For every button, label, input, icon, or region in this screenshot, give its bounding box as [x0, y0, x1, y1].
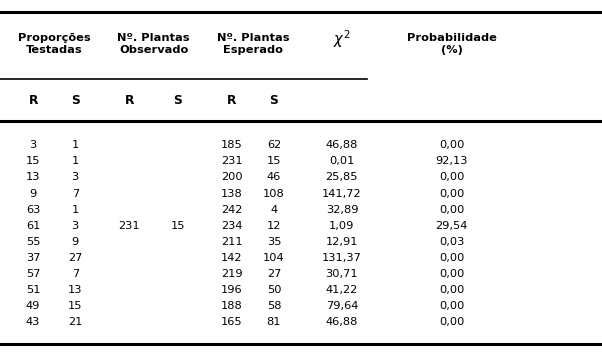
- Text: 57: 57: [26, 269, 40, 279]
- Text: 51: 51: [26, 285, 40, 295]
- Text: 12: 12: [267, 221, 281, 231]
- Text: Proporções
Testadas: Proporções Testadas: [18, 33, 90, 55]
- Text: 35: 35: [267, 237, 281, 247]
- Text: 15: 15: [26, 156, 40, 166]
- Text: 0,00: 0,00: [439, 189, 464, 199]
- Text: 12,91: 12,91: [326, 237, 358, 247]
- Text: 0,00: 0,00: [439, 285, 464, 295]
- Text: 108: 108: [263, 189, 285, 199]
- Text: 185: 185: [221, 140, 243, 150]
- Text: R: R: [28, 94, 38, 107]
- Text: Nº. Plantas
Observado: Nº. Plantas Observado: [117, 33, 190, 55]
- Text: 27: 27: [68, 253, 82, 263]
- Text: 0,00: 0,00: [439, 172, 464, 182]
- Text: 7: 7: [72, 269, 79, 279]
- Text: 43: 43: [26, 317, 40, 327]
- Text: S: S: [71, 94, 79, 107]
- Text: 196: 196: [221, 285, 243, 295]
- Text: 242: 242: [221, 205, 243, 215]
- Text: 29,54: 29,54: [435, 221, 468, 231]
- Text: R: R: [227, 94, 237, 107]
- Text: 50: 50: [267, 285, 281, 295]
- Text: 219: 219: [221, 269, 243, 279]
- Text: 211: 211: [221, 237, 243, 247]
- Text: 15: 15: [170, 221, 185, 231]
- Text: 104: 104: [263, 253, 285, 263]
- Text: Nº. Plantas
Esperado: Nº. Plantas Esperado: [217, 33, 289, 55]
- Text: 1: 1: [72, 205, 79, 215]
- Text: 1: 1: [72, 140, 79, 150]
- Text: 46: 46: [267, 172, 281, 182]
- Text: 32,89: 32,89: [326, 205, 358, 215]
- Text: S: S: [173, 94, 182, 107]
- Text: 13: 13: [26, 172, 40, 182]
- Text: 0,03: 0,03: [439, 237, 464, 247]
- Text: 1: 1: [72, 156, 79, 166]
- Text: 3: 3: [72, 221, 79, 231]
- Text: 1,09: 1,09: [329, 221, 355, 231]
- Text: 30,71: 30,71: [326, 269, 358, 279]
- Text: 55: 55: [26, 237, 40, 247]
- Text: 0,00: 0,00: [439, 301, 464, 311]
- Text: 63: 63: [26, 205, 40, 215]
- Text: 188: 188: [221, 301, 243, 311]
- Text: 0,00: 0,00: [439, 253, 464, 263]
- Text: 231: 231: [221, 156, 243, 166]
- Text: 0,01: 0,01: [329, 156, 355, 166]
- Text: 0,00: 0,00: [439, 317, 464, 327]
- Text: 15: 15: [68, 301, 82, 311]
- Text: 234: 234: [221, 221, 243, 231]
- Text: 138: 138: [221, 189, 243, 199]
- Text: 141,72: 141,72: [322, 189, 362, 199]
- Text: 58: 58: [267, 301, 281, 311]
- Text: 62: 62: [267, 140, 281, 150]
- Text: 49: 49: [26, 301, 40, 311]
- Text: 7: 7: [72, 189, 79, 199]
- Text: R: R: [125, 94, 134, 107]
- Text: 37: 37: [26, 253, 40, 263]
- Text: Probabilidade
(%): Probabilidade (%): [406, 33, 497, 55]
- Text: 131,37: 131,37: [322, 253, 362, 263]
- Text: 15: 15: [267, 156, 281, 166]
- Text: 61: 61: [26, 221, 40, 231]
- Text: 25,85: 25,85: [326, 172, 358, 182]
- Text: 231: 231: [119, 221, 140, 231]
- Text: 0,00: 0,00: [439, 205, 464, 215]
- Text: 165: 165: [221, 317, 243, 327]
- Text: 200: 200: [221, 172, 243, 182]
- Text: 81: 81: [267, 317, 281, 327]
- Text: 142: 142: [221, 253, 243, 263]
- Text: 41,22: 41,22: [326, 285, 358, 295]
- Text: S: S: [270, 94, 278, 107]
- Text: 3: 3: [29, 140, 37, 150]
- Text: 79,64: 79,64: [326, 301, 358, 311]
- Text: 3: 3: [72, 172, 79, 182]
- Text: $\chi^2$: $\chi^2$: [334, 28, 350, 50]
- Text: 13: 13: [68, 285, 82, 295]
- Text: 0,00: 0,00: [439, 140, 464, 150]
- Text: 9: 9: [72, 237, 79, 247]
- Text: 92,13: 92,13: [435, 156, 468, 166]
- Text: 27: 27: [267, 269, 281, 279]
- Text: 21: 21: [68, 317, 82, 327]
- Text: 0,00: 0,00: [439, 269, 464, 279]
- Text: 46,88: 46,88: [326, 140, 358, 150]
- Text: 46,88: 46,88: [326, 317, 358, 327]
- Text: 9: 9: [29, 189, 37, 199]
- Text: 4: 4: [270, 205, 278, 215]
